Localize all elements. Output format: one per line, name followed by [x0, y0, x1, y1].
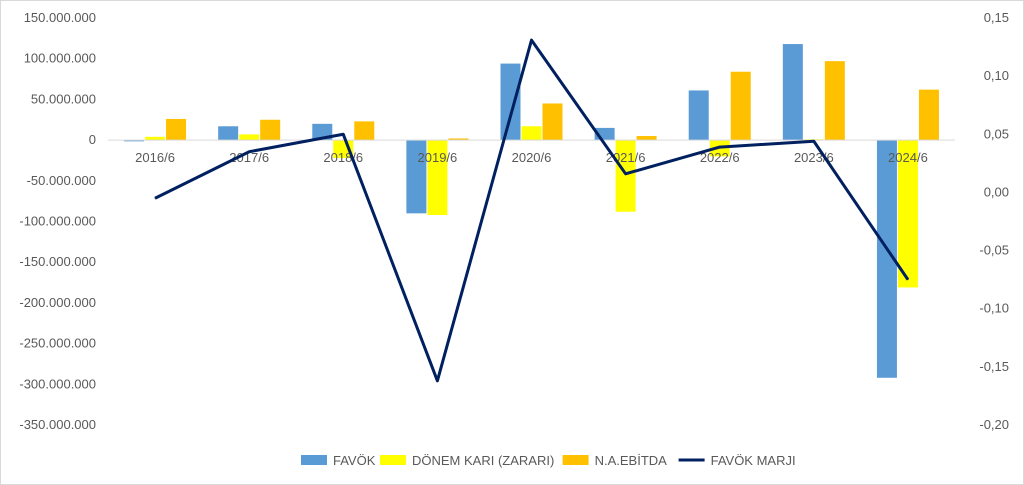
legend: FAVÖK DÖNEM KARI (ZARARI) N.A.EBİTDA FAVÖK …	[301, 453, 796, 468]
bar-donem-kari-zarari-2017-6	[239, 134, 260, 141]
line-point-2021-6	[625, 173, 627, 175]
bar-favok-2020-6	[500, 63, 521, 141]
y-left-tick-label: 0	[89, 132, 96, 147]
line-point-2023-6	[813, 140, 815, 142]
bar-favok-2016-6	[124, 140, 145, 142]
bar-n-a-ebitda-2023-6	[824, 61, 845, 141]
bar-favok-2019-6	[406, 140, 427, 214]
y-left-tick-label: -300.000.000	[19, 376, 96, 391]
bar-favok-2017-6	[218, 126, 239, 141]
bar-n-a-ebitda-2020-6	[542, 103, 563, 141]
y-left-tick-label: 50.000.000	[31, 91, 96, 106]
legend-item-n-a-ebitda: N.A.EBİTDA	[562, 453, 668, 468]
bar-donem-kari-zarari-2016-6	[145, 136, 166, 141]
y-right-tick-label: 0,00	[984, 184, 1009, 199]
y-left-tick-label: 150.000.000	[24, 10, 96, 25]
bar-n-a-ebitda-2022-6	[730, 71, 751, 141]
bar-donem-kari-zarari-2020-6	[521, 126, 542, 141]
x-tick-label: 2020/6	[512, 150, 552, 165]
legend-item-favok: FAVÖK	[301, 453, 376, 468]
y-left-tick-label: -350.000.000	[19, 417, 96, 432]
line-point-2019-6	[436, 380, 438, 382]
y-right-tick-label: 0,05	[984, 126, 1009, 141]
line-point-2024-6	[907, 279, 909, 281]
bar-n-a-ebitda-2024-6	[918, 89, 939, 141]
bar-n-a-ebitda-2016-6	[166, 118, 187, 141]
y-left-tick-label: -100.000.000	[19, 214, 96, 229]
bar-donem-kari-zarari-2024-6	[897, 140, 918, 288]
bar-favok-2023-6	[782, 44, 803, 141]
line-point-2018-6	[342, 133, 344, 135]
line-point-2022-6	[719, 146, 721, 148]
left-axis-ticks: 150.000.000 100.000.000 50.000.000 0 -50.000…	[19, 10, 96, 432]
y-left-tick-label: -50.000.000	[27, 173, 96, 188]
y-left-tick-label: 100.000.000	[24, 51, 96, 66]
y-right-tick-label: -0,20	[979, 417, 1009, 432]
bar-donem-kari-zarari-2021-6	[615, 140, 636, 212]
legend-label: FAVÖK MARJI	[711, 453, 796, 468]
margin-line-layer	[154, 38, 910, 383]
legend-swatch	[562, 455, 589, 465]
x-tick-label: 2022/6	[700, 150, 740, 165]
x-tick-label: 2019/6	[418, 150, 458, 165]
bar-n-a-ebitda-2019-6	[448, 138, 469, 141]
y-left-tick-label: -150.000.000	[19, 254, 96, 269]
legend-label: N.A.EBİTDA	[595, 453, 668, 468]
legend-item-favok-marji: FAVÖK MARJI	[678, 453, 796, 468]
legend-label: FAVÖK	[333, 453, 376, 468]
legend-swatch	[380, 455, 406, 465]
y-left-tick-label: -250.000.000	[19, 336, 96, 351]
bars-layer	[124, 44, 939, 378]
legend-swatch	[301, 455, 327, 465]
x-tick-label: 2018/6	[323, 150, 363, 165]
y-right-tick-label: 0,10	[984, 68, 1009, 83]
y-right-tick-label: -0,10	[979, 301, 1009, 316]
right-axis-ticks: 0,15 0,10 0,05 0,00 -0,05 -0,10 -0,15 -0,20	[979, 10, 1009, 432]
y-right-tick-label: 0,15	[984, 10, 1009, 25]
x-tick-label: 2024/6	[888, 150, 928, 165]
y-left-tick-label: -200.000.000	[19, 295, 96, 310]
y-right-tick-label: -0,05	[979, 243, 1009, 258]
bar-n-a-ebitda-2018-6	[354, 121, 375, 141]
x-tick-label: 2017/6	[229, 150, 269, 165]
bar-n-a-ebitda-2021-6	[636, 136, 657, 141]
y-right-tick-label: -0,15	[979, 359, 1009, 374]
bar-n-a-ebitda-2017-6	[260, 119, 281, 141]
line-point-2017-6	[248, 151, 250, 153]
bar-favok-2022-6	[688, 90, 709, 141]
bar-donem-kari-zarari-2019-6	[427, 140, 448, 215]
line-point-2020-6	[531, 39, 532, 41]
legend-label: DÖNEM KARI (ZARARI)	[412, 453, 554, 468]
x-tick-label: 2016/6	[135, 150, 175, 165]
line-point-2016-6	[154, 197, 156, 199]
bar-favok-2024-6	[876, 140, 897, 378]
category-labels: 2016/6 2017/6 2018/6 2019/6 2020/6 2021/6 2022…	[135, 150, 928, 165]
legend-item-donem-kari-zarari: DÖNEM KARI (ZARARI)	[380, 453, 554, 468]
